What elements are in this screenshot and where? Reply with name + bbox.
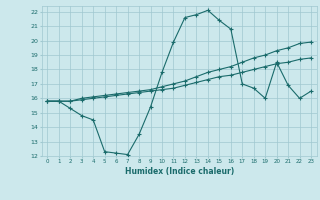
X-axis label: Humidex (Indice chaleur): Humidex (Indice chaleur): [124, 167, 234, 176]
